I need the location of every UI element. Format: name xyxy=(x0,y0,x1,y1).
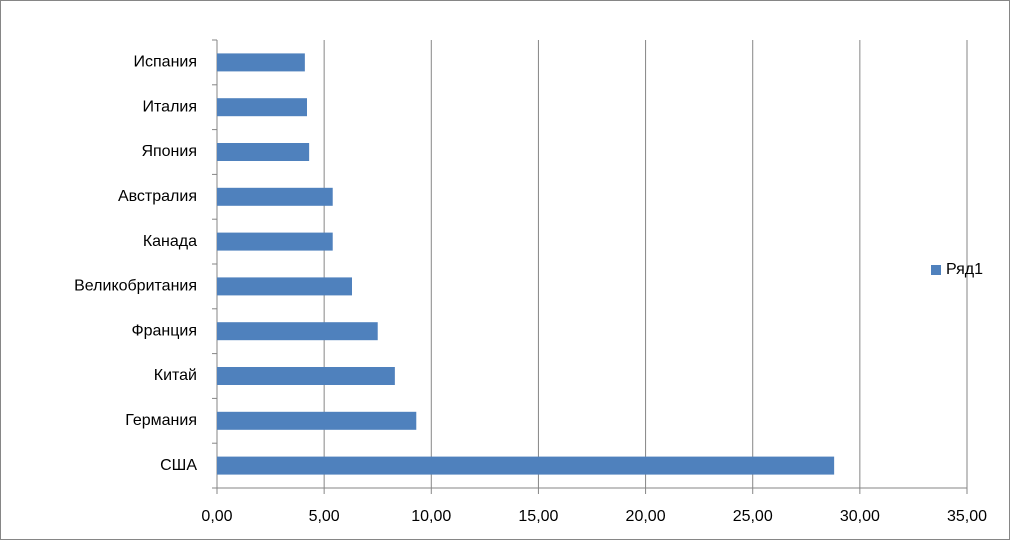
x-tick-label: 15,00 xyxy=(518,508,558,525)
x-tick-label: 30,00 xyxy=(840,508,880,525)
y-tick-label: Китай xyxy=(154,367,197,384)
y-tick-label: Великобритания xyxy=(74,278,197,295)
bar xyxy=(217,232,333,251)
bar xyxy=(217,367,395,385)
bar xyxy=(217,187,333,206)
x-tick-label: 20,00 xyxy=(626,508,666,525)
x-tick-label: 25,00 xyxy=(733,508,773,525)
x-tick-label: 10,00 xyxy=(411,508,451,525)
x-tick-label: 35,00 xyxy=(947,508,987,525)
bar xyxy=(217,143,310,161)
y-tick-label: Япония xyxy=(141,143,197,160)
y-tick-label: Австралия xyxy=(118,188,197,205)
bar xyxy=(217,277,352,296)
bar xyxy=(217,322,378,341)
bar xyxy=(217,411,417,430)
y-tick-label: Германия xyxy=(125,412,197,429)
y-tick-label: Франция xyxy=(131,322,197,339)
x-tick-label: 5,00 xyxy=(309,508,340,525)
y-tick-label: Испания xyxy=(134,54,198,71)
y-tick-label: Канада xyxy=(143,233,197,250)
y-tick-label: Италия xyxy=(143,98,197,115)
y-tick-label: США xyxy=(160,457,197,474)
bar xyxy=(217,456,835,475)
bar xyxy=(217,98,307,117)
legend-swatch xyxy=(931,265,941,275)
legend-label: Ряд1 xyxy=(946,261,983,278)
x-tick-label: 0,00 xyxy=(201,508,232,525)
bar xyxy=(217,53,305,72)
